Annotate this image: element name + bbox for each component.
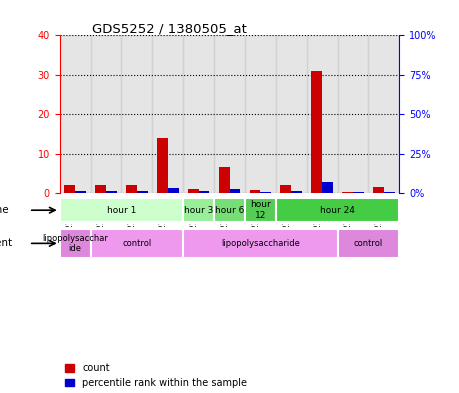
Bar (260, 192, 271, 193)
Text: time: time (0, 205, 10, 215)
Bar (218, 167, 230, 193)
Text: lipopolysaccharide: lipopolysaccharide (221, 239, 300, 248)
Bar (60, 35, 90, 193)
Bar (322, 182, 333, 193)
Bar (311, 71, 322, 193)
Bar (353, 192, 364, 193)
Legend: count, percentile rank within the sample: count, percentile rank within the sample (65, 363, 247, 388)
Bar (199, 191, 209, 193)
Bar (250, 190, 260, 193)
Text: agent: agent (0, 239, 13, 248)
Bar (90, 35, 122, 193)
Bar (157, 138, 168, 193)
Bar (75, 191, 86, 193)
Bar (342, 192, 353, 193)
Bar (230, 189, 241, 193)
FancyBboxPatch shape (337, 229, 399, 258)
Text: hour
12: hour 12 (250, 200, 271, 220)
Text: hour 3: hour 3 (184, 206, 213, 215)
Bar (337, 35, 369, 193)
FancyBboxPatch shape (183, 229, 337, 258)
Bar (183, 35, 214, 193)
Text: lipopolysacchar
ide: lipopolysacchar ide (42, 234, 108, 253)
Text: GDS5252 / 1380505_at: GDS5252 / 1380505_at (92, 22, 247, 35)
Bar (137, 191, 148, 193)
Bar (307, 35, 337, 193)
FancyBboxPatch shape (214, 198, 245, 222)
Text: hour 24: hour 24 (320, 206, 355, 215)
Bar (95, 185, 106, 193)
Bar (168, 188, 179, 193)
Bar (64, 185, 75, 193)
Bar (280, 185, 291, 193)
Bar (373, 187, 384, 193)
Bar (369, 35, 399, 193)
FancyBboxPatch shape (276, 198, 399, 222)
FancyBboxPatch shape (245, 198, 276, 222)
Bar (384, 192, 395, 193)
Bar (276, 35, 307, 193)
FancyBboxPatch shape (90, 229, 183, 258)
FancyBboxPatch shape (60, 198, 183, 222)
Bar (122, 35, 152, 193)
Text: hour 1: hour 1 (107, 206, 136, 215)
Bar (291, 191, 302, 193)
Bar (188, 189, 199, 193)
FancyBboxPatch shape (183, 198, 214, 222)
Text: hour 6: hour 6 (215, 206, 244, 215)
Bar (126, 185, 137, 193)
Bar (106, 191, 117, 193)
Bar (152, 35, 183, 193)
Text: control: control (122, 239, 151, 248)
Bar (214, 35, 245, 193)
FancyBboxPatch shape (60, 229, 90, 258)
Bar (245, 35, 276, 193)
Text: control: control (354, 239, 383, 248)
